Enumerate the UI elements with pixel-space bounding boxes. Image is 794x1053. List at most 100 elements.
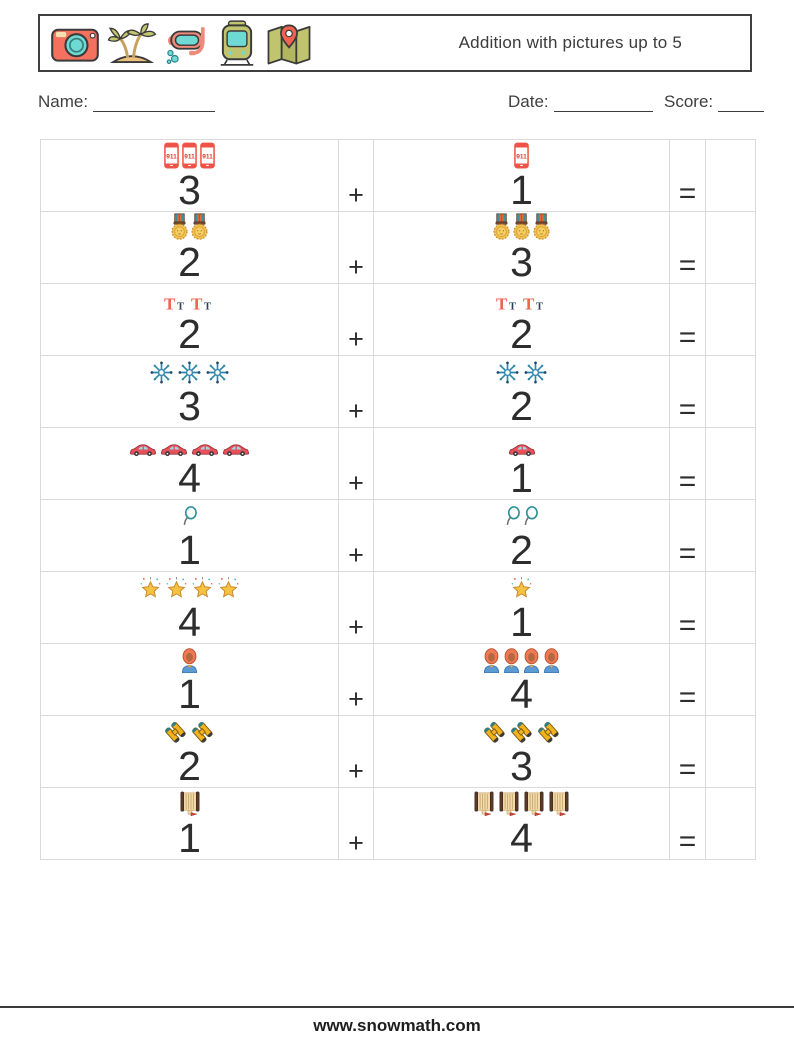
addend-a-value: 2 (178, 238, 201, 285)
woman-icon (523, 648, 540, 673)
addend-b-value: 4 (510, 814, 533, 861)
binoculars-icon (191, 721, 215, 745)
problems-table: 3 + 1 = 2 + 3 = (40, 139, 756, 860)
plus-sign: + (338, 283, 374, 356)
icon-group-a (41, 573, 338, 601)
woman-icon (483, 648, 500, 673)
addend-a-value: 3 (178, 382, 201, 429)
star-icon (191, 576, 214, 601)
plus-sign: + (338, 499, 374, 572)
snowflake-icon (177, 360, 202, 385)
score-blank[interactable] (718, 94, 765, 112)
score-label: Score: (664, 92, 714, 111)
star-icon (510, 576, 533, 601)
icon-group-a (41, 429, 338, 457)
equals-sign: = (669, 427, 706, 500)
icon-group-a (41, 213, 338, 241)
snowflake-icon (523, 360, 548, 385)
answer-cell[interactable] (705, 787, 756, 860)
plus-sign: + (338, 139, 374, 212)
answer-cell[interactable] (705, 211, 756, 284)
addend-b-cell: 2 (373, 355, 670, 428)
addend-a-value: 2 (178, 742, 201, 789)
plus-sign: + (338, 211, 374, 284)
icon-group-b (374, 573, 669, 601)
problem-row-3: 2 + 2 = (40, 283, 756, 357)
equals-sign: = (669, 643, 706, 716)
answer-cell[interactable] (705, 139, 756, 212)
plus-sign: + (338, 427, 374, 500)
problem-row-9: 2 + 3 = (40, 715, 756, 789)
emergency-phone-icon (182, 142, 197, 169)
date-field: Date: (508, 92, 653, 112)
star-icon (165, 576, 188, 601)
woman-icon (543, 648, 560, 673)
addend-b-value: 1 (510, 598, 533, 645)
snowflake-icon (495, 360, 520, 385)
snowflake-icon (149, 360, 174, 385)
letter-tt-icon (496, 294, 520, 313)
addend-b-value: 1 (510, 454, 533, 501)
name-blank[interactable] (93, 94, 216, 112)
icon-group-b (374, 213, 669, 241)
addend-b-value: 3 (510, 742, 533, 789)
addend-b-value: 4 (510, 670, 533, 717)
header-box: Addition with pictures up to 5 (38, 14, 752, 72)
addend-a-cell: 1 (40, 787, 339, 860)
problem-row-2: 2 + 3 = (40, 211, 756, 285)
addend-a-cell: 4 (40, 571, 339, 644)
equals-sign: = (669, 355, 706, 428)
equals-sign: = (669, 139, 706, 212)
addend-a-cell: 3 (40, 355, 339, 429)
medal-icon (191, 213, 208, 241)
addend-a-value: 4 (178, 454, 201, 501)
addend-a-cell: 1 (40, 499, 339, 572)
answer-cell[interactable] (705, 715, 756, 788)
name-label: Name: (38, 92, 89, 111)
icon-group-a (41, 285, 338, 313)
answer-cell[interactable] (705, 571, 756, 644)
answer-cell[interactable] (705, 499, 756, 572)
icon-group-b (374, 501, 669, 529)
camera-icon (50, 22, 100, 64)
addend-b-cell: 4 (373, 787, 670, 861)
icon-group-a (41, 501, 338, 529)
icon-group-b (374, 141, 669, 169)
palm-island-icon (107, 21, 157, 65)
equals-sign: = (669, 283, 706, 356)
addend-b-value: 2 (510, 526, 533, 573)
magnifying-glass-icon (523, 505, 538, 529)
addend-a-cell: 4 (40, 427, 339, 501)
date-label: Date: (508, 92, 549, 111)
addend-a-value: 2 (178, 310, 201, 357)
snorkel-mask-icon (164, 20, 210, 66)
binoculars-icon (510, 721, 534, 745)
equals-sign: = (669, 499, 706, 572)
binoculars-icon (537, 721, 561, 745)
addend-b-cell: 3 (373, 211, 670, 284)
emergency-phone-icon (514, 142, 529, 169)
letter-tt-icon (164, 294, 188, 313)
scroll-icon (473, 790, 495, 817)
star-icon (217, 576, 240, 601)
addend-a-cell: 2 (40, 715, 339, 789)
answer-cell[interactable] (705, 355, 756, 428)
addend-b-cell: 3 (373, 715, 670, 789)
date-blank[interactable] (553, 94, 653, 112)
icon-group-a (41, 141, 338, 169)
answer-cell[interactable] (705, 427, 756, 500)
addend-b-cell: 1 (373, 139, 670, 212)
answer-cell[interactable] (705, 643, 756, 716)
footer-website: www.snowmath.com (313, 1016, 481, 1035)
binoculars-icon (483, 721, 507, 745)
star-icon (139, 576, 162, 601)
red-car-icon (222, 442, 250, 457)
icon-group-b (374, 717, 669, 745)
scroll-icon (498, 790, 520, 817)
problem-row-1: 3 + 1 = (40, 139, 756, 212)
woman-icon (503, 648, 520, 673)
medal-icon (493, 213, 510, 241)
answer-cell[interactable] (705, 283, 756, 356)
icon-group-b (374, 285, 669, 313)
